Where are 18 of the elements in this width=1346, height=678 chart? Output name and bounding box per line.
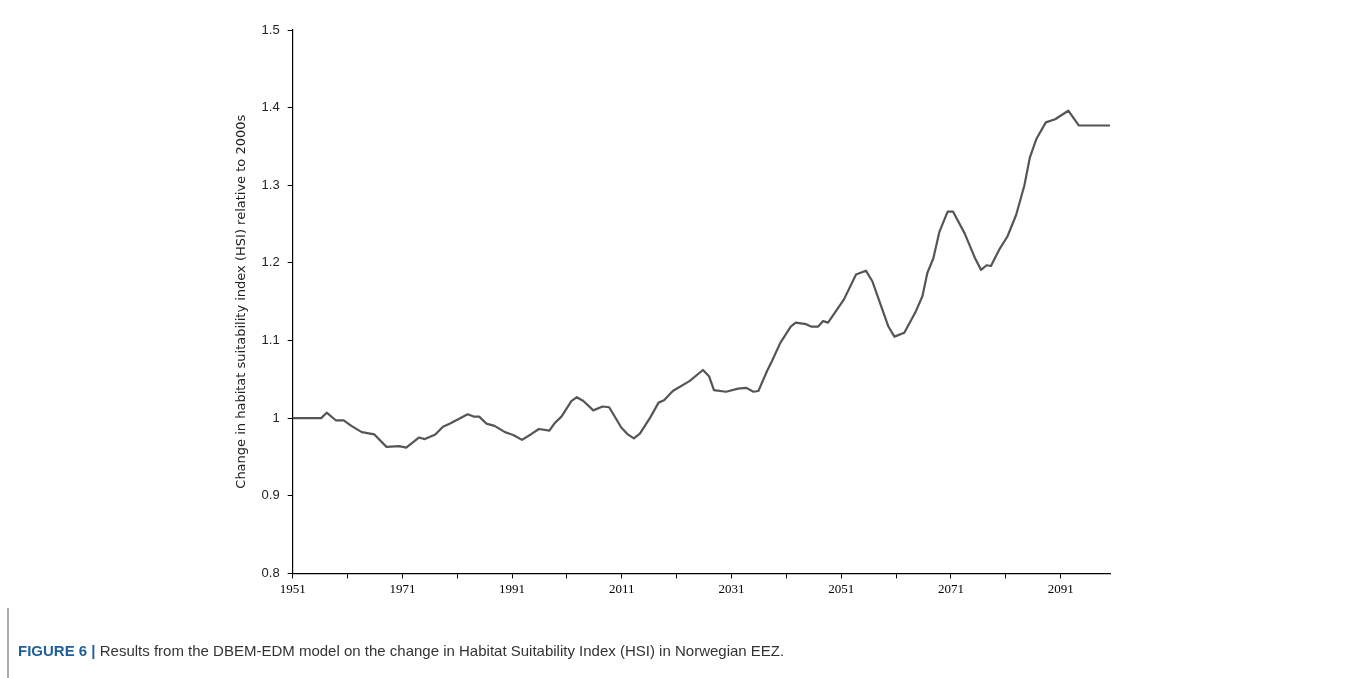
- y-tick-label: 1.3: [261, 176, 280, 192]
- y-tick-label: 1.2: [261, 254, 280, 270]
- y-tick-label: 1.5: [261, 21, 280, 37]
- caption: FIGURE 6 | Results from the DBEM-EDM model on the change in Habitat Suitability Index (HSI) in Norwegian EEZ.: [18, 642, 785, 659]
- x-tick-label: 2091: [1047, 580, 1074, 596]
- y-tick-label: 0.9: [261, 487, 280, 503]
- x-tick-label: 1951: [279, 580, 306, 596]
- x-tick-label: 1971: [389, 580, 416, 596]
- y-tick-label: 1: [272, 409, 280, 425]
- x-tick-label: 2051: [828, 580, 855, 596]
- y-tick-label: 1.4: [261, 99, 280, 115]
- x-tick-label: 2071: [937, 580, 964, 596]
- y-tick-label: 0.8: [261, 564, 280, 580]
- y-tick-label: 1.1: [261, 332, 280, 348]
- x-tick-label: 2031: [718, 580, 745, 596]
- x-tick-label: 2011: [609, 580, 635, 596]
- x-tick-label: 1991: [499, 580, 526, 596]
- y-axis-title: Change in habitat suitability index (HSI) relative to 2000s: [233, 114, 249, 489]
